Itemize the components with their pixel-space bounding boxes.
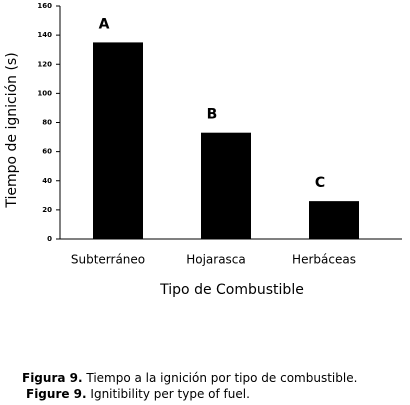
y-axis-label: Tiempo de ignición (s) <box>4 52 20 208</box>
x-tick-label: Subterráneo <box>71 253 145 267</box>
x-tick-label: Hojarasca <box>186 253 246 267</box>
y-tick-label: 160 <box>37 2 52 10</box>
annotation: A <box>99 16 110 32</box>
bar <box>309 201 359 239</box>
y-tick-label: 100 <box>37 89 52 97</box>
caption-label: Figure 9. <box>26 387 87 401</box>
bar <box>201 132 251 239</box>
caption-label: Figura 9. <box>22 371 83 385</box>
caption-text: Tiempo a la ignición por tipo de combust… <box>85 371 357 385</box>
y-tick-label: 60 <box>42 148 52 156</box>
y-tick-label: 140 <box>37 31 52 39</box>
y-tick-label: 80 <box>42 119 52 127</box>
annotation: B <box>207 107 218 123</box>
y-tick-label: 120 <box>37 60 52 68</box>
y-tick-label: 40 <box>42 177 52 185</box>
y-tick-label: 0 <box>47 235 52 243</box>
bar <box>93 42 143 239</box>
caption: Figura 9. Tiempo a la ignición por tipo … <box>22 371 357 385</box>
caption-text: Ignitibility per type of fuel. <box>90 387 250 401</box>
x-tick-label: Herbáceas <box>292 253 356 267</box>
annotation: C <box>315 175 325 191</box>
x-axis-label: Tipo de Combustible <box>159 282 304 298</box>
y-tick-label: 20 <box>42 206 52 214</box>
caption: Figure 9. Ignitibility per type of fuel. <box>26 387 250 401</box>
